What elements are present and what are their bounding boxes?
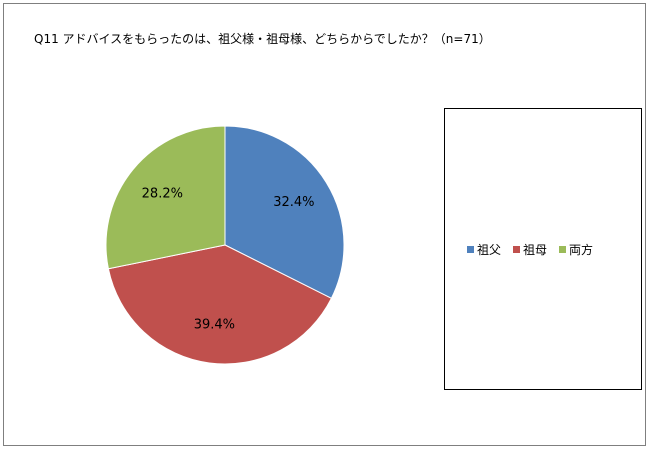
data-label-ryoho: 28.2% <box>142 186 183 201</box>
legend-item-ryoho: 両方 <box>559 241 593 258</box>
chart-frame: Q11 アドバイスをもらったのは、祖父様・祖母様、どちらからでしたか？（n=71… <box>3 3 646 446</box>
legend-label-ryoho: 両方 <box>569 243 594 257</box>
chart-title: Q11 アドバイスをもらったのは、祖父様・祖母様、どちらからでしたか？（n=71… <box>34 32 491 46</box>
legend-item-sofu: 祖父 <box>467 241 501 258</box>
legend-swatch-sofu <box>467 246 474 253</box>
legend-label-sobo: 祖母 <box>523 243 548 257</box>
legend-swatch-ryoho <box>559 246 567 253</box>
pie-chart: 32.4% 39.4% 28.2% <box>105 125 345 365</box>
legend-label-sofu: 祖父 <box>477 243 502 257</box>
legend-swatch-sobo <box>513 246 521 253</box>
data-label-sobo: 39.4% <box>194 318 235 333</box>
slice-sofu <box>224 125 345 300</box>
data-label-sofu: 32.4% <box>273 195 314 210</box>
legend-list: 祖父 祖母 両方 <box>467 241 593 258</box>
legend: 祖父 祖母 両方 <box>444 108 642 390</box>
slice-ryoho <box>105 125 226 270</box>
legend-item-sobo: 祖母 <box>513 241 547 258</box>
slice-sobo <box>107 244 333 365</box>
